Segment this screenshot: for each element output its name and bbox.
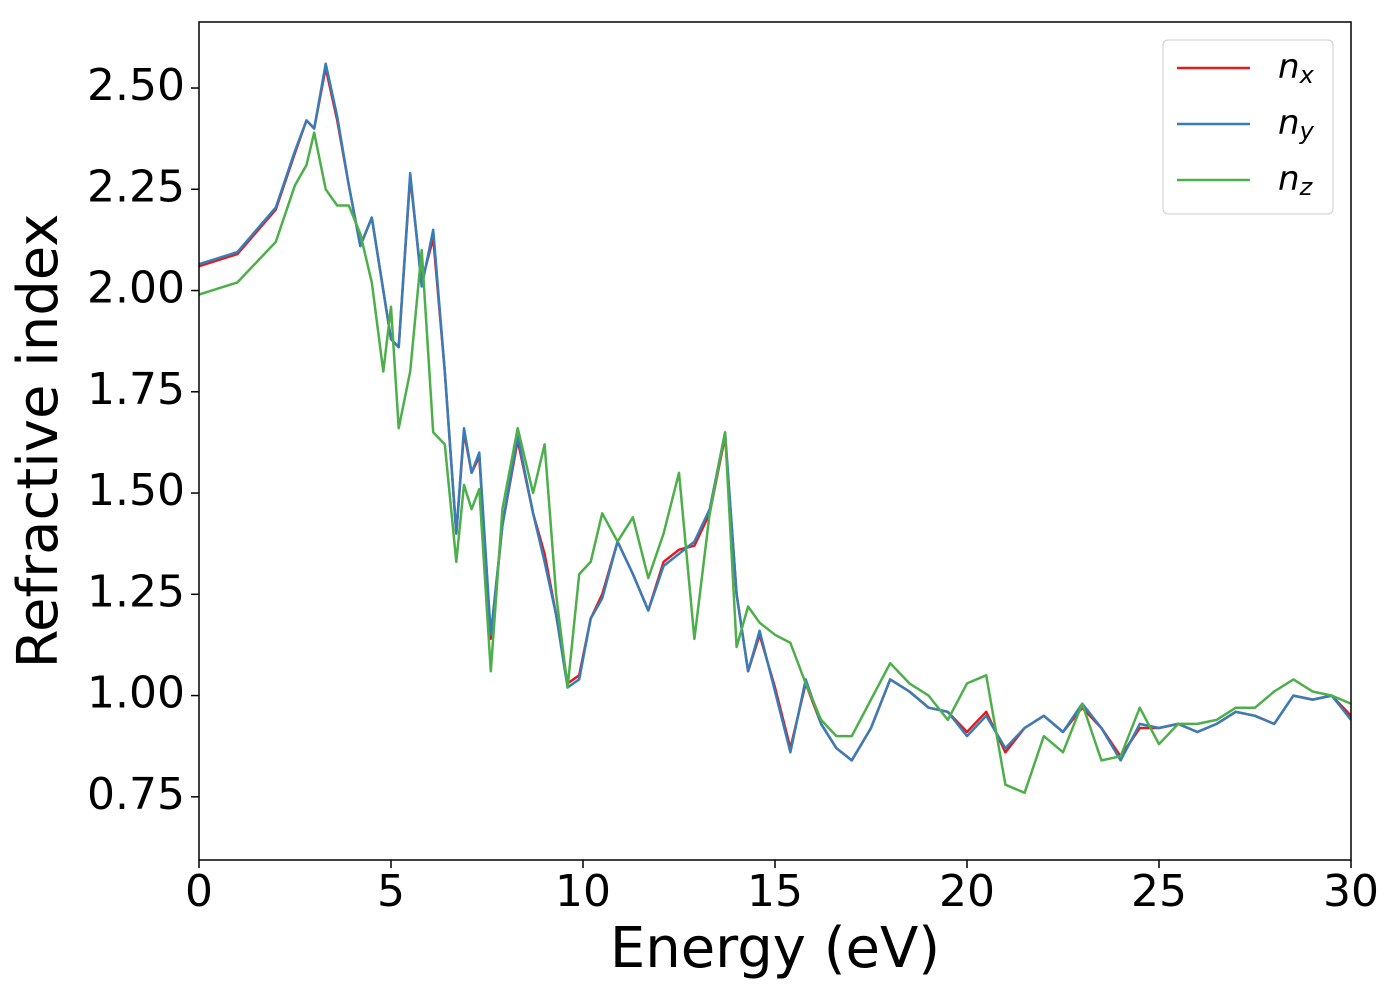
x-tick-label: 20 [939, 866, 995, 917]
plot-frame [198, 21, 1352, 861]
y-axis-label: Refractive index [6, 214, 71, 669]
x-tick-label: 0 [185, 866, 213, 917]
legend-label: nx [1278, 47, 1315, 90]
x-tick-label: 25 [1131, 866, 1187, 917]
x-tick-label: 30 [1323, 866, 1379, 917]
y-tick-label: 2.25 [87, 161, 185, 212]
legend-label: ny [1278, 103, 1315, 146]
legend-box [1162, 39, 1334, 215]
x-tick-label: 15 [747, 866, 803, 917]
plot-lines [199, 62, 1351, 795]
y-tick-label: 0.75 [87, 769, 185, 820]
series-line [199, 131, 1351, 795]
y-tick-label: 2.00 [87, 263, 185, 314]
y-tick-label: 1.50 [87, 465, 185, 516]
y-tick-label: 1.25 [87, 566, 185, 617]
x-tick-label: 5 [377, 866, 405, 917]
x-tick-label: 10 [555, 866, 611, 917]
y-tick-label: 1.00 [87, 668, 185, 719]
legend-label: nz [1278, 159, 1314, 202]
y-tick-label: 2.50 [87, 60, 185, 111]
y-tick-label: 1.75 [87, 364, 185, 415]
legend: nx ny nz [1162, 39, 1334, 215]
x-axis-label: Energy (eV) [610, 916, 940, 981]
